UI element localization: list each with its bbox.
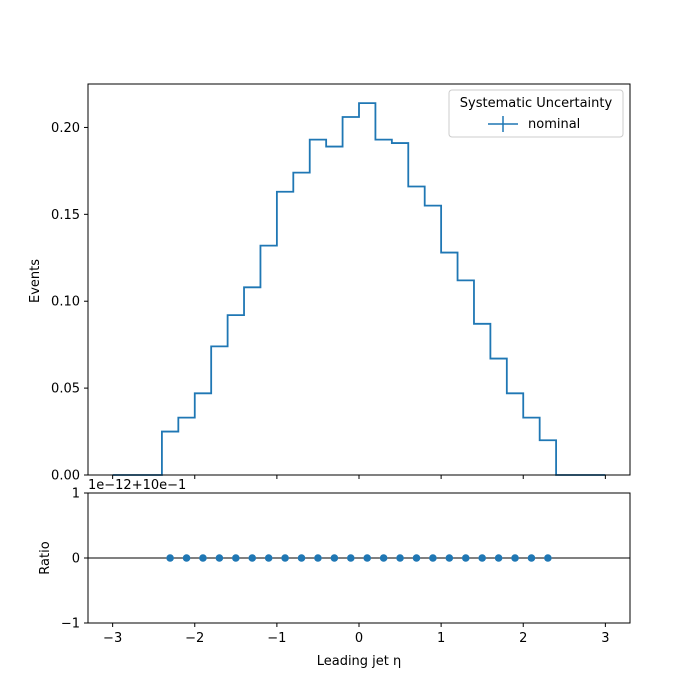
legend: Systematic Uncertainty nominal — [448, 89, 624, 138]
ratio-point — [199, 554, 207, 562]
ratio-panel: −1 0 1 −3 −2 −1 0 1 2 3 1e−12+10e−1 Ratio Leadin… — [38, 478, 631, 669]
ratio-point — [166, 554, 174, 562]
ratio-y-ticks: −1 0 1 — [61, 487, 88, 632]
histogram-plot-area — [112, 102, 606, 476]
ratio-point — [182, 554, 191, 562]
ratio-point — [314, 554, 322, 562]
histogram-step-line-nominal — [112, 102, 606, 476]
ratio-point — [346, 554, 355, 562]
legend-box — [448, 89, 624, 138]
legend-entry-nominal: nominal — [528, 117, 580, 132]
ratio-point — [297, 554, 306, 562]
ratio-point — [511, 554, 519, 562]
legend-title: Systematic Uncertainty — [460, 96, 613, 111]
ratio-point — [379, 554, 388, 562]
ratio-x-tick-label: 3 — [601, 631, 609, 646]
histogram-frame — [87, 83, 631, 476]
ratio-x-tick-label: −2 — [185, 631, 204, 646]
ratio-point — [281, 554, 289, 562]
ratio-point — [248, 554, 257, 562]
ratio-offset-text: 1e−12+10e−1 — [88, 478, 186, 493]
ratio-x-tick-label: −3 — [103, 631, 122, 646]
ratio-x-ticks: −3 −2 −1 0 1 2 3 — [103, 623, 610, 646]
ratio-point — [215, 554, 224, 562]
ratio-point — [461, 554, 470, 562]
ratio-y-label: Ratio — [38, 541, 53, 574]
histogram-y-tick-label: 0.00 — [51, 469, 80, 484]
ratio-x-tick-label: −1 — [267, 631, 286, 646]
ratio-point — [527, 554, 536, 562]
ratio-point — [445, 554, 454, 562]
ratio-point — [396, 554, 404, 562]
ratio-y-tick-label: −1 — [61, 617, 80, 632]
ratio-point — [544, 554, 552, 562]
ratio-y-tick-label: 1 — [72, 487, 80, 502]
ratio-point — [494, 554, 503, 562]
histogram-y-tick-label: 0.05 — [51, 382, 80, 397]
ratio-point — [232, 554, 240, 562]
histogram-x-ticks — [112, 475, 606, 479]
ratio-x-tick-label: 0 — [355, 631, 363, 646]
ratio-point — [330, 554, 339, 562]
ratio-point — [412, 554, 421, 562]
ratio-x-tick-label: 2 — [519, 631, 527, 646]
ratio-y-tick-label: 0 — [72, 552, 80, 567]
histogram-y-tick-label: 0.15 — [51, 208, 80, 223]
ratio-point — [478, 554, 486, 562]
histogram-y-tick-label: 0.10 — [51, 295, 80, 310]
ratio-point — [264, 554, 273, 562]
ratio-x-tick-label: 1 — [437, 631, 445, 646]
histogram-y-tick-label: 0.20 — [51, 121, 80, 136]
ratio-point — [429, 554, 437, 562]
ratio-x-label: Leading jet η — [317, 654, 402, 669]
histogram-y-label: Events — [28, 259, 43, 303]
ratio-point — [363, 554, 372, 562]
histogram-panel: 0.00 0.05 0.10 0.15 0.20 Events Systematic U… — [28, 83, 631, 484]
legend-marker-nominal — [488, 116, 518, 132]
ratio-plot-area — [88, 554, 630, 562]
histogram-y-ticks: 0.00 0.05 0.10 0.15 0.20 — [51, 121, 88, 484]
